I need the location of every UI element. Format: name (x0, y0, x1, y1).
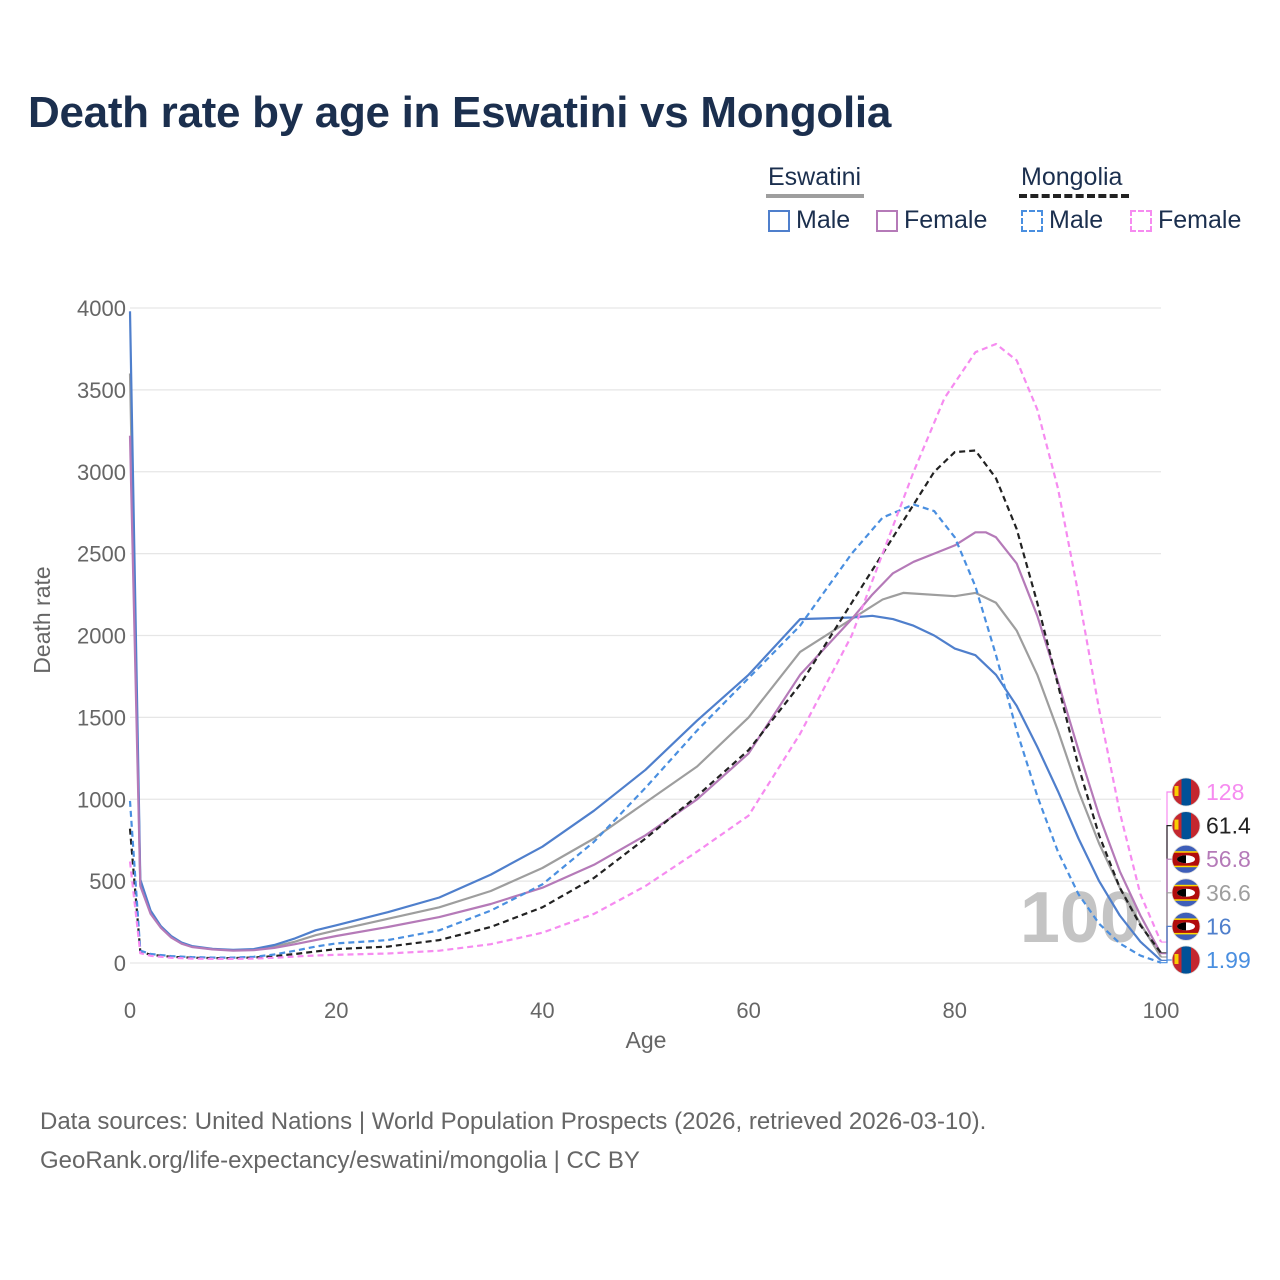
end-labels: 128 61.4 56.8 36.6 16 1.99 (1161, 777, 1251, 975)
legend-label: Female (1158, 206, 1242, 234)
mongolia-flag-icon (1171, 945, 1201, 975)
legend-label: Female (904, 206, 988, 234)
legend-group-mongolia: Mongolia (1021, 163, 1123, 191)
legend-swatch-icon (1130, 209, 1152, 232)
footer-sources: Data sources: United Nations | World Pop… (40, 1108, 987, 1135)
end-label-connector (1161, 892, 1172, 958)
y-tick-label: 4000 (77, 296, 126, 321)
y-tick-label: 0 (114, 951, 126, 976)
y-tick-label: 3000 (77, 460, 126, 485)
mongolia-flag-icon (1171, 777, 1201, 807)
gridlines (130, 307, 1161, 964)
y-tick-label: 1500 (77, 705, 126, 730)
series-line (128, 342, 1163, 960)
end-label-value: 1.99 (1206, 947, 1251, 973)
legend-item-mongolia-female[interactable]: Female (1130, 206, 1241, 235)
legend-swatch-icon (1021, 209, 1043, 232)
legend-item-mongolia-male[interactable]: Male (1021, 206, 1103, 235)
x-tick-label: 80 (943, 998, 967, 1023)
end-label-value: 128 (1206, 779, 1244, 805)
legend-label: Male (1049, 206, 1104, 234)
eswatini-flag-icon (1171, 844, 1201, 874)
y-axis-ticks: 0 500 1000 1500 2000 2500 3000 3500 4000 (77, 296, 126, 976)
legend-swatch-icon (876, 209, 898, 232)
legend-line-eswatini (766, 194, 864, 198)
x-tick-label: 100 (1143, 998, 1180, 1023)
footer-attribution[interactable]: GeoRank.org/life-expectancy/eswatini/mon… (40, 1147, 640, 1174)
x-tick-label: 40 (530, 998, 554, 1023)
y-tick-label: 2500 (77, 542, 126, 567)
y-tick-label: 500 (89, 869, 126, 894)
x-tick-label: 0 (124, 998, 136, 1023)
series-line (128, 503, 1162, 964)
line-chart: 0 500 1000 1500 2000 2500 3000 3500 4000 0 20 40 60… (29, 296, 1251, 1053)
y-tick-label: 2000 (77, 624, 126, 649)
y-axis-label: Death rate (29, 566, 55, 673)
chart-title: Death rate by age in Eswatini vs Mongoli… (28, 88, 892, 137)
legend-item-eswatini-female[interactable]: Female (876, 206, 987, 235)
y-tick-label: 3500 (77, 378, 126, 403)
x-tick-label: 20 (324, 998, 348, 1023)
legend-label: Male (796, 206, 851, 234)
end-label-value: 61.4 (1206, 813, 1251, 839)
end-label-connector (1161, 959, 1172, 964)
x-axis-label: Age (626, 1027, 667, 1053)
eswatini-flag-icon (1171, 912, 1201, 941)
legend-swatch-icon (768, 209, 790, 232)
legend-group-eswatini: Eswatini (768, 163, 862, 191)
x-tick-label: 60 (736, 998, 760, 1023)
year-watermark: 100 (1020, 878, 1140, 958)
end-label-value: 36.6 (1206, 880, 1251, 906)
legend-line-mongolia (1019, 194, 1129, 198)
legend-item-eswatini-male[interactable]: Male (768, 206, 850, 235)
series-line (128, 435, 1162, 955)
series-line (128, 373, 1162, 958)
end-label-value: 16 (1206, 913, 1232, 939)
y-tick-label: 1000 (77, 787, 126, 812)
series-lines (128, 311, 1163, 964)
mongolia-flag-icon (1171, 811, 1201, 840)
x-axis-ticks: 0 20 40 60 80 100 (124, 998, 1179, 1023)
series-line (128, 449, 1162, 960)
end-label-connector (1161, 925, 1172, 961)
eswatini-flag-icon (1171, 878, 1201, 908)
end-label-value: 56.8 (1206, 846, 1251, 872)
